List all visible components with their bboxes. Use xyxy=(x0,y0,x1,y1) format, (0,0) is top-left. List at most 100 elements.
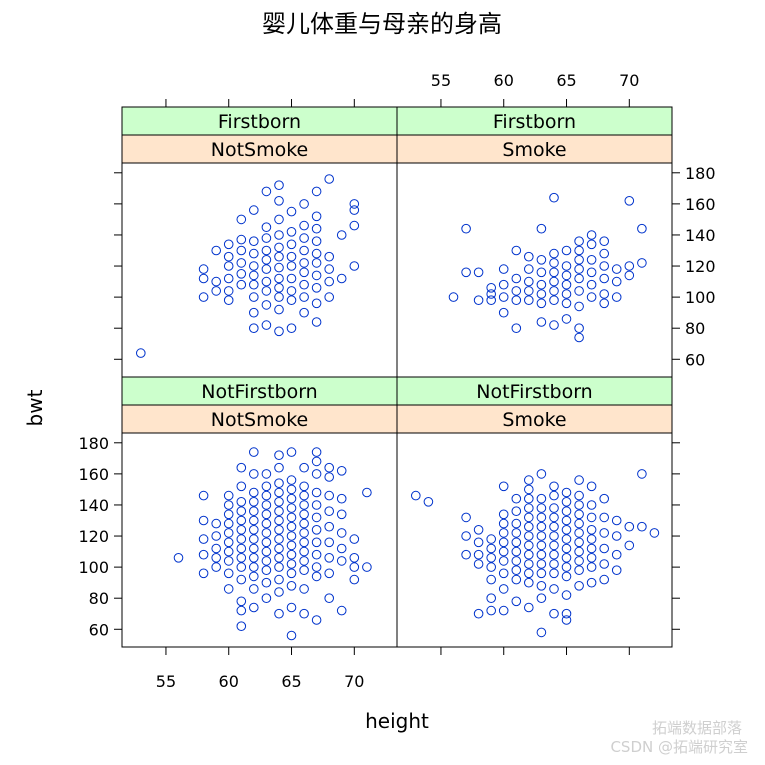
data-point xyxy=(524,493,534,504)
data-point xyxy=(299,267,309,278)
data-point xyxy=(223,295,234,306)
data-point xyxy=(236,525,247,535)
data-point xyxy=(311,571,322,582)
data-point xyxy=(611,549,622,560)
data-point xyxy=(324,521,335,532)
data-point xyxy=(486,534,497,544)
data-point xyxy=(586,279,597,290)
data-point xyxy=(274,525,284,535)
data-point xyxy=(549,512,559,523)
data-point xyxy=(336,230,347,240)
data-point xyxy=(223,273,234,284)
data-point xyxy=(624,270,635,281)
data-point xyxy=(274,553,284,563)
x-axis-label: height xyxy=(365,709,429,733)
data-point xyxy=(274,242,284,253)
data-point xyxy=(211,245,221,256)
data-point xyxy=(536,568,547,579)
data-point xyxy=(324,276,335,287)
data-point xyxy=(536,317,547,327)
data-point xyxy=(473,608,484,619)
data-point xyxy=(498,518,509,529)
data-point xyxy=(311,469,322,479)
data-point xyxy=(586,267,597,278)
data-point xyxy=(311,537,322,548)
data-point xyxy=(473,559,484,569)
y-axis-label: bwt xyxy=(23,389,47,426)
data-point xyxy=(461,267,471,278)
data-point xyxy=(236,534,247,544)
data-point xyxy=(223,509,234,520)
data-point xyxy=(511,574,522,585)
data-point xyxy=(236,574,247,585)
data-point xyxy=(549,559,559,569)
data-point xyxy=(536,549,547,560)
panel-3-strip-label-2: NotSmoke xyxy=(211,409,309,431)
watermark-line-2: CSDN @拓端研究室 xyxy=(610,738,748,756)
data-point xyxy=(561,608,572,619)
data-point xyxy=(586,481,597,492)
data-point xyxy=(223,546,234,557)
data-point xyxy=(286,323,297,334)
data-point xyxy=(599,289,610,299)
data-point xyxy=(311,615,322,625)
data-point xyxy=(299,556,309,566)
data-point xyxy=(324,506,335,517)
data-point xyxy=(473,525,484,535)
data-point xyxy=(324,490,335,501)
data-point xyxy=(299,518,309,529)
data-point xyxy=(637,469,647,479)
data-point xyxy=(536,267,547,278)
data-point xyxy=(536,531,547,541)
data-point xyxy=(299,584,309,594)
data-point xyxy=(524,559,534,569)
watermark-line-1: 拓端数据部落 xyxy=(652,719,742,737)
y-tick-label-right: 120 xyxy=(685,257,716,276)
data-point xyxy=(511,506,522,517)
data-point xyxy=(586,577,597,588)
data-point xyxy=(574,518,584,529)
data-point xyxy=(311,211,322,222)
data-point xyxy=(349,574,360,585)
data-point xyxy=(261,500,272,510)
panel-3-strip-label-1: NotFirstborn xyxy=(201,381,317,403)
data-point xyxy=(311,283,322,293)
data-point xyxy=(223,584,234,594)
data-point xyxy=(561,515,572,526)
data-point xyxy=(299,608,309,619)
data-point xyxy=(299,307,309,318)
panel-4-strip-label-2: Smoke xyxy=(502,409,566,431)
data-point xyxy=(236,462,247,473)
data-point xyxy=(649,528,660,538)
data-point xyxy=(299,490,309,501)
data-point xyxy=(511,493,522,504)
data-point xyxy=(461,531,471,541)
data-point xyxy=(299,199,309,209)
data-point xyxy=(299,537,309,548)
data-point xyxy=(324,537,335,548)
x-tick-label-bottom: 70 xyxy=(344,672,364,691)
data-point xyxy=(586,525,597,535)
data-point xyxy=(349,199,360,209)
data-point xyxy=(249,248,259,259)
data-point xyxy=(274,534,284,544)
data-point xyxy=(473,537,484,548)
data-point xyxy=(498,279,509,290)
data-point xyxy=(349,534,360,544)
data-point xyxy=(524,512,534,523)
data-point xyxy=(486,543,497,554)
data-point xyxy=(249,534,259,544)
data-point xyxy=(198,549,209,560)
data-point xyxy=(524,286,534,296)
data-point xyxy=(498,292,509,302)
data-point xyxy=(286,602,297,613)
data-point xyxy=(549,267,559,278)
data-point xyxy=(249,602,259,613)
data-point xyxy=(198,292,209,302)
data-point xyxy=(223,500,234,510)
data-point xyxy=(362,562,372,572)
data-point xyxy=(249,543,259,554)
data-point xyxy=(524,540,534,551)
data-point xyxy=(336,605,347,616)
data-point xyxy=(299,279,309,290)
